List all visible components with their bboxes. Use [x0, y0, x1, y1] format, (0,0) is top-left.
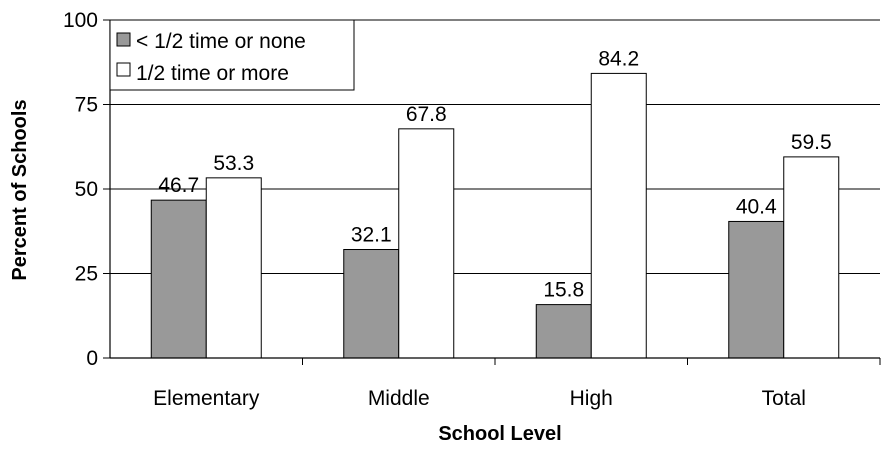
y-tick-label-100: 100 [63, 9, 98, 32]
legend-label-half-or-more: 1/2 time or more [136, 62, 289, 85]
data-label-total-series-1: 59.5 [791, 131, 832, 154]
bar-high-series-0 [535, 304, 592, 359]
y-axis-title: Percent of Schools [9, 99, 31, 280]
y-tick-labels: 0 25 50 75 100 [63, 9, 98, 370]
x-tick-label-total: Total [762, 387, 806, 410]
bar-elementary-series-1 [205, 177, 262, 359]
legend: < 1/2 time or none 1/2 time or more [109, 19, 355, 91]
y-tick-label-0: 0 [86, 347, 98, 370]
legend-label-less-than-half: < 1/2 time or none [136, 30, 306, 53]
bar-high-series-1 [590, 72, 647, 359]
bar-middle-series-1 [398, 128, 455, 359]
x-tick-label-elementary: Elementary [153, 387, 260, 410]
legend-swatch-half-or-more [116, 62, 131, 77]
y-tick-label-75: 75 [75, 94, 98, 117]
x-axis-title: School Level [438, 423, 561, 445]
x-tick-labels: Elementary Middle High Total [153, 387, 806, 410]
y-tick-label-25: 25 [75, 263, 98, 286]
bar-total-series-1 [783, 156, 840, 359]
y-tick-label-50: 50 [75, 178, 98, 201]
data-label-elementary-series-1: 53.3 [213, 152, 254, 175]
bars [150, 72, 840, 359]
legend-box [109, 19, 355, 91]
legend-swatch-less-than-half [116, 32, 131, 47]
data-label-high-series-1: 84.2 [598, 47, 639, 70]
bar-total-series-0 [728, 220, 785, 359]
data-label-high-series-0: 15.8 [543, 279, 584, 302]
bar-elementary-series-0 [150, 199, 207, 359]
bar-middle-series-0 [343, 249, 400, 359]
data-label-middle-series-0: 32.1 [351, 224, 392, 247]
data-label-middle-series-1: 67.8 [406, 103, 447, 126]
x-tick-label-middle: Middle [368, 387, 430, 410]
data-label-total-series-0: 40.4 [736, 195, 777, 218]
data-label-elementary-series-0: 46.7 [158, 174, 199, 197]
x-tick-label-high: High [570, 387, 613, 410]
data-labels: 46.7 53.3 32.1 67.8 15.8 84.2 40.4 59.5 [158, 47, 831, 301]
